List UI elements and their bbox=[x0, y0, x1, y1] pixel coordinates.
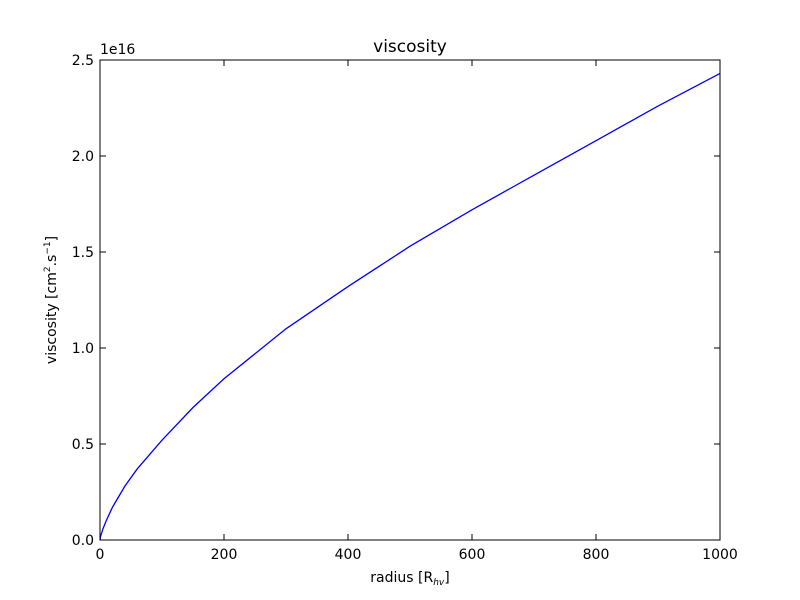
y-tick-label: 1.5 bbox=[72, 245, 94, 261]
y-axis-label-sup-1: 2 bbox=[43, 266, 53, 272]
x-axis-label-subscript: hv bbox=[433, 578, 445, 588]
axes-frame bbox=[99, 59, 721, 541]
x-tick-label: 1000 bbox=[702, 547, 738, 563]
y-tick-label: 0.0 bbox=[72, 533, 94, 549]
x-tick-label: 400 bbox=[335, 547, 362, 563]
x-tick-label: 800 bbox=[583, 547, 610, 563]
x-tick-label: 200 bbox=[211, 547, 238, 563]
plot-area: 0 200 400 600 800 1000 0.0 0.5 1.0 1.5 2.0 2.5 bbox=[72, 53, 738, 563]
x-tick-label: 600 bbox=[459, 547, 486, 563]
y-axis-label-text: viscosity [cm bbox=[44, 272, 60, 364]
y-axis-label-sup-2: −1 bbox=[43, 241, 53, 254]
y-tick-label: 2.5 bbox=[72, 53, 94, 69]
y-tick-label: 0.5 bbox=[72, 437, 94, 453]
y-axis-label: viscosity [cm2.s−1] bbox=[43, 236, 60, 364]
x-axis-label-close: ] bbox=[444, 570, 449, 586]
series-line-0 bbox=[99, 72, 721, 541]
x-axis-label-text: radius [R bbox=[370, 570, 433, 586]
y-tick-label: 2.0 bbox=[72, 149, 94, 165]
y-offset-label: 1e16 bbox=[100, 42, 135, 58]
x-tick-label: 0 bbox=[96, 547, 105, 563]
y-axis-label-mid: .s bbox=[44, 255, 60, 267]
chart-title: viscosity bbox=[373, 37, 447, 57]
y-tick-label: 1.0 bbox=[72, 341, 94, 357]
y-axis-label-close: ] bbox=[44, 236, 60, 241]
x-axis-label: radius [Rhv] bbox=[370, 570, 449, 588]
